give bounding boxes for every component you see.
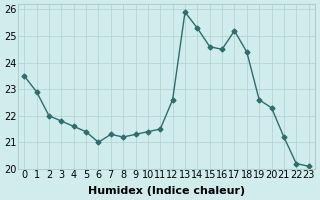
X-axis label: Humidex (Indice chaleur): Humidex (Indice chaleur) xyxy=(88,186,245,196)
